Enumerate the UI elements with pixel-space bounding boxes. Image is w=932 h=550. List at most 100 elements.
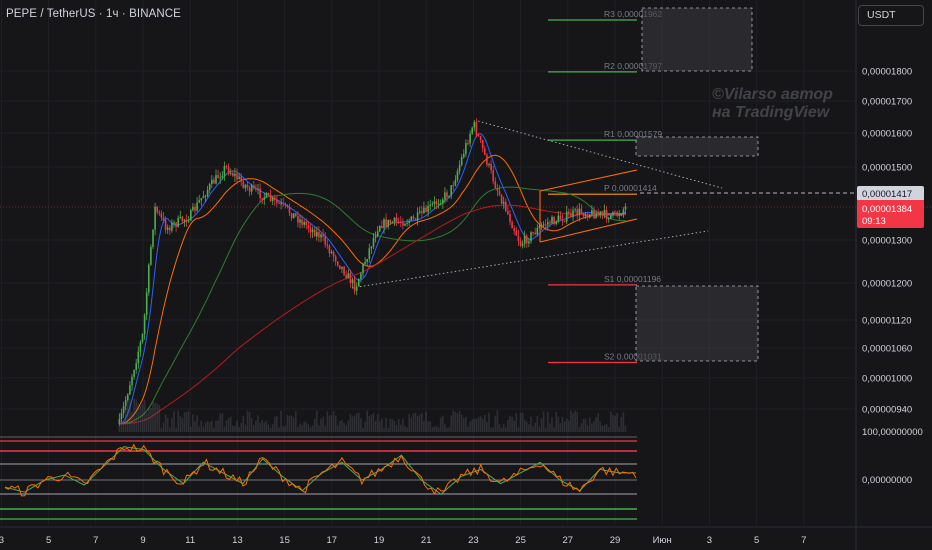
volume-bar	[166, 417, 169, 432]
volume-bar	[372, 413, 375, 432]
volume-bar	[557, 416, 560, 432]
candle-body	[502, 201, 505, 204]
candle-body	[177, 217, 179, 227]
volume-bar	[427, 421, 429, 432]
target-zone	[635, 136, 759, 157]
volume-bar	[349, 413, 352, 432]
volume-bar	[169, 427, 171, 432]
symbol-title[interactable]: PEPE / TetherUS · 1ч · BINANCE	[6, 8, 181, 20]
volume-bar	[519, 412, 522, 432]
candle-body	[139, 342, 142, 352]
volume-bar	[194, 421, 196, 432]
price-tick-label: 0,00001700	[862, 97, 912, 108]
candle-body	[381, 225, 383, 228]
volume-bar	[326, 411, 329, 432]
time-tick-label: 3	[0, 535, 4, 546]
volume-bar	[374, 420, 377, 432]
volume-bar	[532, 426, 534, 432]
trendline-drawings[interactable]	[0, 120, 932, 289]
candle-body	[242, 181, 245, 188]
pivot-label: P 0,00001414	[604, 183, 657, 193]
volume-bar	[446, 427, 448, 432]
volume-bar	[219, 413, 221, 432]
time-tick-label: 17	[327, 535, 338, 546]
candle-body	[616, 212, 618, 216]
volume-bar	[484, 414, 486, 432]
volume-bar	[521, 412, 524, 432]
volume-bar	[559, 423, 562, 432]
candle-body	[547, 222, 549, 225]
candle-body	[179, 216, 182, 218]
candle-body	[166, 227, 169, 230]
candle-body	[204, 195, 207, 197]
volume-bar	[582, 418, 585, 432]
volume-bar	[305, 422, 308, 432]
candle-body	[376, 231, 379, 237]
volume-bar	[141, 404, 144, 432]
target-zone	[635, 285, 759, 362]
candle-body	[229, 172, 232, 174]
pivot-label: R2 0,00001797	[604, 61, 662, 71]
candle-body	[301, 219, 303, 225]
candle-body	[523, 235, 526, 244]
volume-bar	[616, 412, 618, 432]
volume-bar	[425, 411, 427, 432]
time-tick-label: 5	[46, 535, 51, 546]
candle-body	[624, 206, 627, 210]
countdown-label: 09:13	[862, 216, 886, 227]
candle-body	[127, 394, 129, 401]
volume-bar	[391, 419, 394, 432]
volume-bar	[593, 420, 595, 432]
candle-body	[284, 203, 287, 205]
candle-body	[358, 278, 360, 287]
volume-bar	[232, 425, 234, 432]
volume-bar	[171, 418, 173, 432]
candle-body	[129, 385, 131, 395]
volume-bar	[162, 422, 165, 432]
volume-bar	[511, 416, 513, 432]
time-tick-label: 21	[421, 535, 432, 546]
volume-bar	[347, 420, 350, 432]
candle-body	[292, 213, 295, 219]
candle-body	[234, 173, 236, 176]
volume-bar	[190, 427, 192, 432]
candle-body	[544, 224, 547, 226]
candle-body	[366, 259, 368, 263]
volume-bar	[187, 411, 190, 432]
candle-body	[274, 197, 276, 200]
volume-bar	[465, 416, 467, 432]
osc-signal-line	[4, 446, 636, 495]
candle-body	[341, 266, 343, 269]
volume-bar	[164, 414, 167, 432]
candle-body	[267, 192, 270, 195]
volume-bar	[450, 415, 452, 432]
volume-bar	[292, 417, 295, 432]
currency-button[interactable]: USDT	[858, 5, 924, 26]
candle-body	[607, 218, 610, 220]
volume-bar	[229, 416, 232, 432]
candle-body	[133, 369, 135, 377]
volume-bar	[255, 420, 257, 432]
volume-bar	[330, 414, 333, 432]
volume-bar	[324, 425, 326, 432]
target-zone	[641, 7, 753, 72]
volume-bar	[418, 414, 421, 432]
volume-bar	[498, 424, 501, 432]
volume-bar	[355, 413, 358, 432]
candle-body	[570, 213, 572, 217]
candle-body	[496, 188, 499, 191]
volume-bar	[253, 425, 255, 432]
candle-body	[437, 203, 440, 205]
candle-body	[599, 211, 602, 215]
candle-body	[425, 207, 427, 213]
volume-bar	[154, 402, 156, 432]
candle-body	[568, 211, 570, 214]
candle-body	[555, 221, 557, 224]
candle-body	[391, 222, 394, 224]
candle-body	[307, 225, 310, 229]
volume-bar	[586, 425, 589, 432]
price-tick-label: 0,00001600	[862, 129, 912, 140]
candle-body	[219, 177, 221, 179]
